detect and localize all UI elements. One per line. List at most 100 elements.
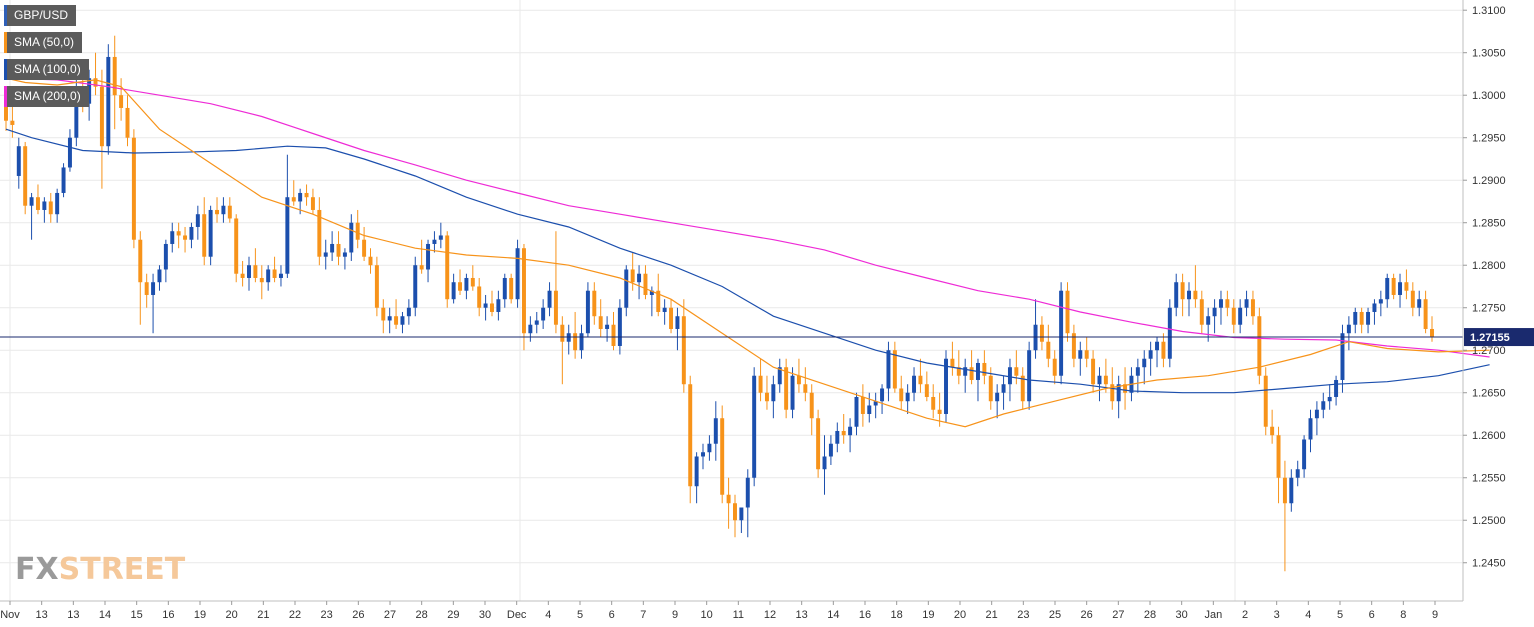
candle-body (112, 56, 117, 96)
candle-body (1097, 375, 1102, 385)
candle-body (592, 290, 597, 317)
candle-body (413, 265, 418, 308)
candle-body (438, 235, 443, 240)
candle-body (151, 282, 156, 295)
candle-body (969, 367, 974, 380)
candle-body (298, 192, 303, 202)
candle-body (720, 418, 725, 495)
candle-body (176, 231, 181, 236)
candle-body (1295, 469, 1300, 478)
candle-body (752, 375, 757, 478)
candle-body (1430, 328, 1434, 338)
candle-body (1289, 477, 1294, 504)
candle-body (579, 333, 584, 351)
candle-body (432, 239, 437, 244)
candle-body (183, 235, 188, 240)
candle-body (1334, 379, 1339, 397)
candle-body (1065, 290, 1070, 334)
candle-body (822, 456, 827, 470)
candle-body (509, 277, 514, 300)
candle-body (1398, 282, 1403, 295)
candle-body (374, 265, 379, 308)
candle-body (119, 95, 124, 108)
legend-gbpusd: GBP/USD (4, 5, 77, 26)
candle-body (764, 392, 769, 402)
candle-body (1014, 367, 1019, 376)
candle-body (48, 201, 53, 215)
y-tick-label: 1.2550 (1472, 473, 1506, 485)
candle-body (42, 201, 47, 210)
x-tick-label: 14 (827, 609, 839, 621)
candle-body (1244, 299, 1249, 308)
x-tick-label: Dec (507, 609, 527, 621)
x-tick-label: 13 (36, 609, 48, 621)
candle-body (867, 405, 872, 414)
candle-body (406, 307, 411, 317)
x-tick-label: 27 (384, 609, 396, 621)
x-tick-label: 7 (640, 609, 646, 621)
candle-body (1180, 282, 1185, 300)
current-price-label: 1.27155 (1464, 328, 1534, 347)
candle-body (1206, 316, 1211, 325)
y-tick-label: 1.2700 (1472, 345, 1506, 357)
x-tick-label: 27 (1112, 609, 1124, 621)
candle-body (35, 197, 40, 210)
candle-body (1231, 307, 1236, 325)
candle-body (758, 375, 763, 393)
candle-body (892, 350, 897, 389)
candle-body (272, 269, 277, 278)
candle-body (368, 256, 373, 266)
candle-body (1167, 307, 1172, 359)
y-tick-label: 1.2650 (1472, 388, 1506, 400)
x-tick-label: 5 (577, 609, 583, 621)
candle-body (880, 388, 885, 402)
candle-body (1302, 439, 1307, 470)
candle-body (99, 86, 104, 147)
candle-body (771, 384, 776, 402)
candle-body (707, 443, 712, 453)
x-tick-label: 19 (194, 609, 206, 621)
candle-body (349, 222, 354, 253)
candle-body (323, 252, 328, 257)
candle-body (336, 243, 341, 257)
candle-body (253, 265, 258, 278)
candle-body (125, 107, 130, 138)
candle-body (1046, 341, 1051, 359)
candle-body (605, 324, 610, 329)
candle-body (790, 375, 795, 410)
candle-body (317, 209, 322, 257)
candle-body (55, 192, 60, 215)
x-tick-label: 20 (954, 609, 966, 621)
candle-body (266, 269, 271, 283)
x-tick-label: 16 (859, 609, 871, 621)
candle-body (1103, 375, 1108, 385)
candle-body (1250, 299, 1255, 317)
y-tick-label: 1.3000 (1472, 90, 1506, 102)
candle-body (637, 273, 642, 283)
candle-body (1417, 299, 1422, 308)
candle-body (944, 358, 948, 414)
candle-body (841, 430, 846, 436)
legend-sma50: SMA (50,0) (4, 32, 83, 53)
candle-body (464, 277, 469, 291)
candle-body (1257, 316, 1262, 376)
candle-body (426, 243, 431, 270)
x-tick-label: 23 (321, 609, 333, 621)
candle-body (573, 333, 578, 351)
candle-body (649, 290, 654, 295)
candle-body (202, 214, 207, 257)
x-tick-label: 26 (1081, 609, 1093, 621)
candle-body (1353, 311, 1358, 325)
candle-body (131, 137, 136, 240)
legend-label-gbpusd: GBP/USD (14, 8, 69, 22)
x-tick-label: 22 (289, 609, 301, 621)
candle-body (694, 456, 699, 487)
candle-body (451, 282, 456, 300)
candle-body (1142, 358, 1147, 368)
current-price-label-text: 1.27155 (1470, 332, 1510, 344)
candle-body (1052, 358, 1057, 376)
candle-body (310, 197, 315, 210)
candle-body (240, 273, 245, 278)
sma-50-line (5, 77, 1490, 428)
